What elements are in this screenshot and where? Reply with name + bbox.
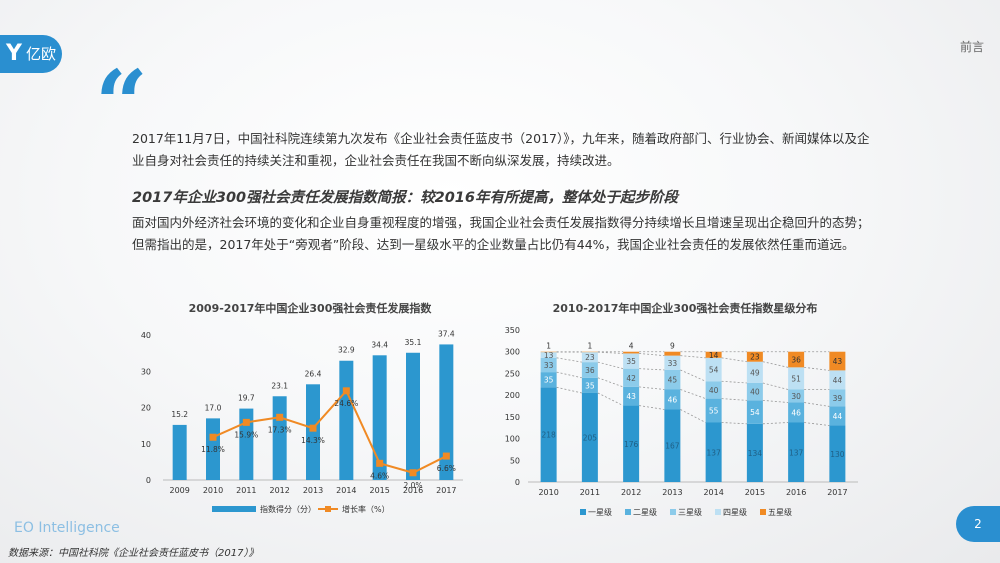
- quote-mark-icon: “: [95, 50, 148, 158]
- chart2-title: 2010-2017年中国企业300强社会责任指数星级分布: [552, 302, 818, 315]
- summary-paragraph: 面对国内外经济社会环境的变化和企业自身重视程度的增强，我国企业社会责任发展指数得…: [132, 215, 870, 252]
- logo: Y 亿欧: [0, 35, 62, 73]
- data-source: 数据来源：中国社科院《企业社会责任蓝皮书（2017）》: [8, 548, 259, 559]
- section-title: 前言: [959, 40, 984, 54]
- headline: 2017年企业300强社会责任发展指数简报：较2016年有所提高，整体处于起步阶…: [132, 190, 678, 206]
- chart1-title: 2009-2017年中国企业300强社会责任发展指数: [188, 302, 432, 315]
- logo-text: 亿欧: [26, 45, 57, 63]
- intro-paragraph: 2017年11月7日，中国社科院连续第九次发布《企业社会责任蓝皮书（2017）》…: [132, 131, 870, 168]
- logo-mark-icon: Y: [6, 41, 22, 66]
- brand-footer: EO Intelligence: [14, 520, 120, 536]
- page-number: 2: [956, 506, 1000, 542]
